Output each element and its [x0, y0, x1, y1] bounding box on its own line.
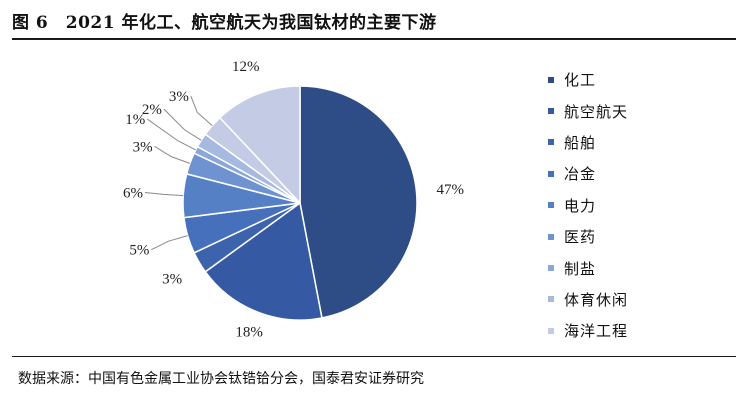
leader-line	[146, 118, 196, 151]
legend-label: 体育休闲	[564, 290, 629, 309]
data-label: 6%	[123, 185, 143, 201]
legend-label: 冶金	[564, 165, 597, 184]
legend-label: 航空航天	[564, 102, 629, 121]
legend-swatch	[548, 327, 554, 334]
legend-item: 船舶	[548, 127, 728, 158]
leader-line	[151, 235, 188, 251]
data-label: 1%	[125, 112, 145, 128]
legend-label: 电力	[564, 196, 597, 215]
leader-line	[144, 191, 184, 197]
legend-label: 制盐	[564, 259, 597, 278]
source-note: 数据来源：中国有色金属工业协会钛锆铪分会，国泰君安证券研究	[18, 371, 424, 387]
leader-line	[190, 96, 213, 127]
legend: 化工 航空航天 船舶 冶金 电力 医药 制盐 体育休闲 海洋工程	[548, 64, 728, 347]
legend-item: 化工	[548, 64, 728, 95]
legend-label: 化工	[564, 71, 597, 90]
pie-slice-other	[218, 85, 301, 205]
legend-item: 体育休闲	[548, 284, 728, 315]
legend-swatch	[548, 233, 554, 240]
leader-line	[154, 145, 191, 164]
title-rule	[12, 38, 736, 40]
legend-item: 冶金	[548, 158, 728, 189]
legend-swatch	[548, 139, 554, 146]
legend-swatch	[548, 170, 554, 177]
data-label: 18%	[235, 324, 263, 340]
pie-slice-化工	[299, 85, 418, 319]
legend-item: 电力	[548, 190, 728, 221]
data-label: 47%	[437, 182, 465, 198]
legend-item: 海洋工程	[548, 315, 728, 346]
data-label: 5%	[129, 243, 149, 259]
data-label: 3%	[133, 139, 153, 155]
legend-swatch	[548, 265, 554, 272]
legend-label: 医药	[564, 228, 597, 247]
data-label: 3%	[169, 89, 189, 105]
data-label: 3%	[162, 272, 182, 288]
legend-label: 船舶	[564, 133, 597, 152]
legend-swatch	[548, 202, 554, 209]
legend-swatch	[548, 76, 554, 83]
legend-swatch	[548, 296, 554, 303]
legend-item: 医药	[548, 221, 728, 252]
legend-swatch	[548, 108, 554, 115]
legend-item: 制盐	[548, 252, 728, 283]
data-label: 2%	[142, 102, 162, 118]
source-rule	[12, 356, 736, 357]
legend-label: 海洋工程	[564, 322, 629, 341]
leader-line	[163, 108, 202, 141]
pie-slice-航空航天	[204, 201, 323, 321]
chart-title: 图 6 2021 年化工、航空航天为我国钛材的主要下游	[12, 12, 437, 33]
legend-item: 航空航天	[548, 95, 728, 126]
data-label: 12%	[232, 59, 260, 75]
chart-title-bar: 图 6 2021 年化工、航空航天为我国钛材的主要下游	[12, 4, 736, 36]
